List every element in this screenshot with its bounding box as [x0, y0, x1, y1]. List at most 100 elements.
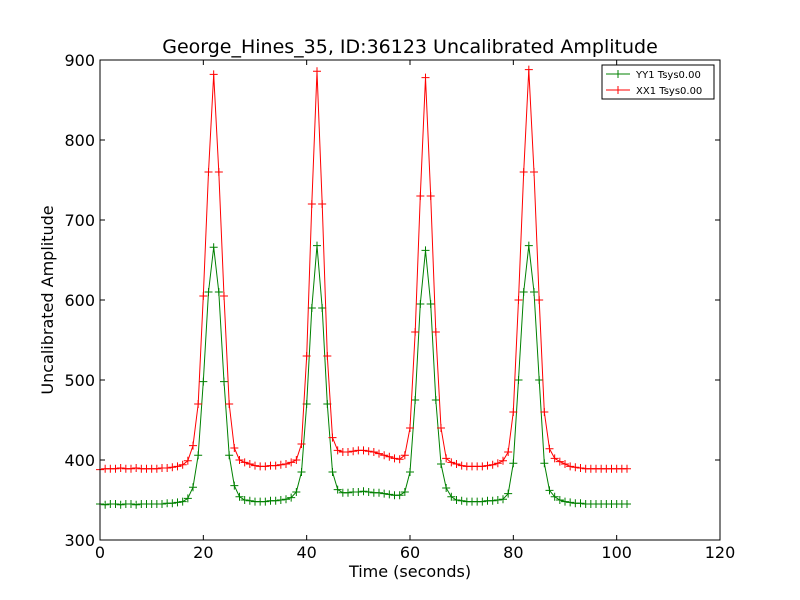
legend-marker-0 — [614, 70, 622, 78]
data-point — [111, 464, 120, 473]
data-point — [230, 481, 239, 490]
x-tick-label: 40 — [296, 543, 316, 562]
data-point — [230, 444, 239, 452]
data-point — [540, 459, 549, 468]
data-point — [571, 463, 580, 472]
data-point — [307, 304, 316, 312]
data-point — [307, 200, 316, 208]
plot-area — [96, 65, 631, 509]
data-point — [245, 496, 254, 505]
data-point — [535, 296, 544, 304]
data-point — [380, 451, 389, 460]
data-point — [183, 456, 192, 465]
x-tick-label: 0 — [95, 543, 105, 562]
data-point — [199, 377, 208, 386]
x-tick-label: 80 — [503, 543, 523, 562]
data-point — [276, 496, 285, 504]
legend: YY1 Tsys0.00 XX1 Tsys0.00 — [601, 64, 715, 100]
data-point — [189, 483, 197, 492]
data-point — [178, 497, 187, 506]
data-point — [493, 496, 502, 504]
data-point — [204, 288, 213, 296]
data-point — [318, 200, 327, 208]
y-tick-label: 600 — [64, 291, 95, 310]
data-point — [504, 448, 513, 456]
data-point — [214, 288, 223, 296]
data-point — [426, 192, 435, 200]
x-tick-label: 20 — [193, 543, 213, 562]
data-point — [421, 73, 430, 82]
data-point — [437, 460, 445, 468]
data-point — [333, 446, 342, 455]
data-point — [344, 488, 352, 497]
data-point — [395, 491, 404, 500]
data-point — [504, 489, 513, 498]
data-point — [369, 448, 378, 456]
data-point — [478, 497, 487, 506]
data-point — [561, 497, 569, 506]
series-markers-1 — [96, 65, 631, 474]
legend-label-1: XX1 Tsys0.00 — [636, 86, 702, 97]
data-point — [416, 192, 425, 200]
data-point — [292, 488, 301, 496]
data-point — [452, 460, 461, 468]
data-point — [235, 492, 244, 501]
data-point — [318, 304, 327, 312]
data-point — [540, 408, 549, 416]
data-point — [235, 456, 244, 464]
data-point — [519, 168, 528, 176]
data-point — [261, 462, 270, 471]
data-point — [276, 460, 285, 469]
data-point — [483, 461, 492, 470]
data-point — [173, 498, 182, 507]
data-point — [333, 485, 342, 494]
x-axis-label: Time (seconds) — [348, 562, 471, 581]
data-point — [431, 396, 440, 404]
data-point — [519, 288, 528, 296]
data-point — [127, 464, 135, 473]
data-point — [313, 67, 321, 76]
data-point — [416, 300, 425, 308]
data-point — [431, 328, 440, 336]
data-point — [297, 440, 306, 448]
data-point — [199, 292, 208, 300]
data-point — [349, 447, 358, 456]
data-point — [509, 408, 518, 416]
data-point — [344, 448, 352, 456]
data-point — [194, 451, 203, 460]
data-point — [101, 500, 110, 509]
chart-title: George_Hines_35, ID:36123 Uncalibrated A… — [162, 36, 658, 58]
data-point — [493, 459, 502, 468]
series-markers-0 — [96, 241, 631, 509]
data-point — [411, 328, 420, 336]
data-point — [400, 451, 409, 460]
data-point — [116, 464, 125, 472]
data-point — [220, 377, 228, 386]
data-point — [400, 488, 409, 496]
data-point — [240, 458, 249, 467]
data-point — [158, 500, 166, 508]
data-point — [287, 458, 296, 467]
data-point — [214, 168, 223, 176]
data-point — [168, 499, 177, 508]
data-point — [323, 352, 332, 360]
data-point — [411, 396, 420, 404]
data-point — [566, 498, 575, 507]
data-point — [442, 484, 451, 492]
data-point — [447, 458, 456, 467]
y-tick-label: 700 — [64, 211, 95, 230]
data-point — [514, 376, 523, 384]
legend-marker-1 — [614, 86, 622, 94]
data-point — [426, 300, 435, 308]
data-point — [328, 433, 337, 442]
data-point — [452, 496, 461, 504]
y-tick-label: 800 — [64, 131, 95, 150]
data-point — [116, 500, 125, 509]
data-point — [132, 464, 141, 472]
data-point — [292, 456, 301, 464]
data-point — [550, 492, 559, 501]
data-point — [385, 452, 394, 461]
data-point — [364, 447, 373, 456]
data-point — [576, 499, 585, 508]
